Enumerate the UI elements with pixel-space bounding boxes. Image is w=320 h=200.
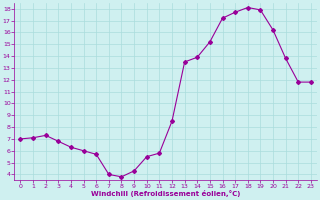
X-axis label: Windchill (Refroidissement éolien,°C): Windchill (Refroidissement éolien,°C) [91,190,240,197]
